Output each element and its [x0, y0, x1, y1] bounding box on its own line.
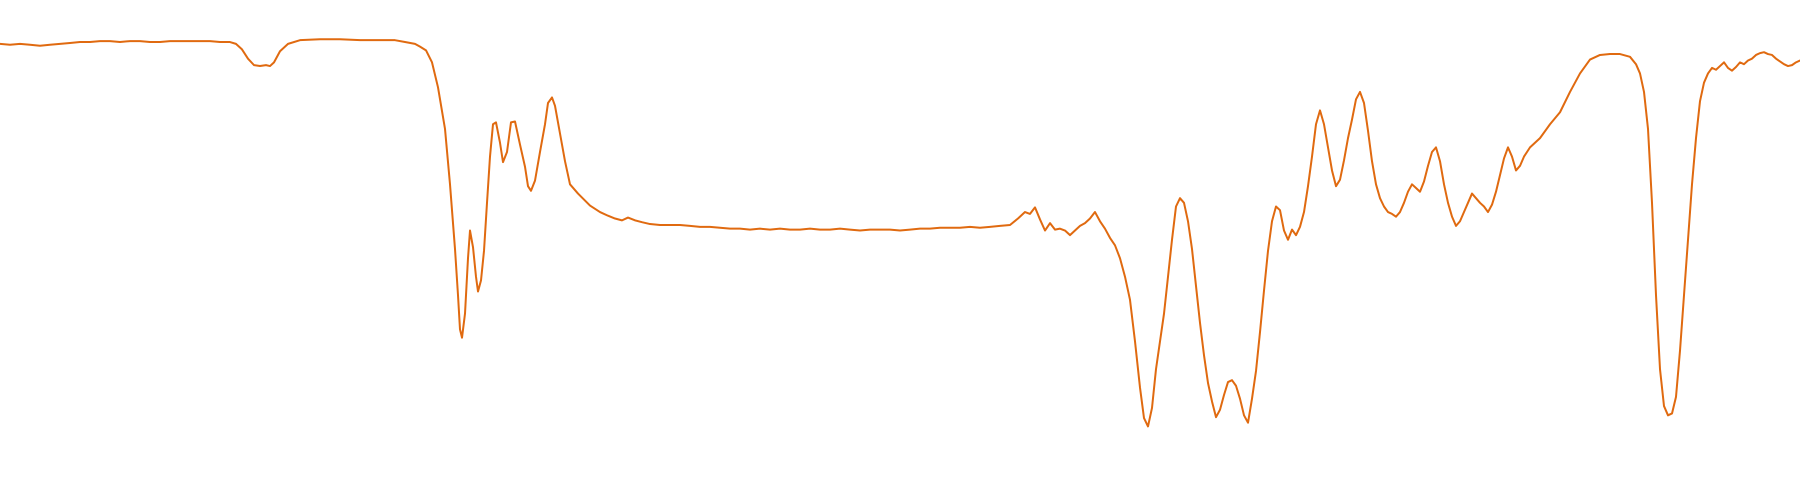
series-0 [0, 38, 1800, 428]
series-layer [0, 38, 1800, 428]
spectrum-line [0, 38, 1800, 428]
